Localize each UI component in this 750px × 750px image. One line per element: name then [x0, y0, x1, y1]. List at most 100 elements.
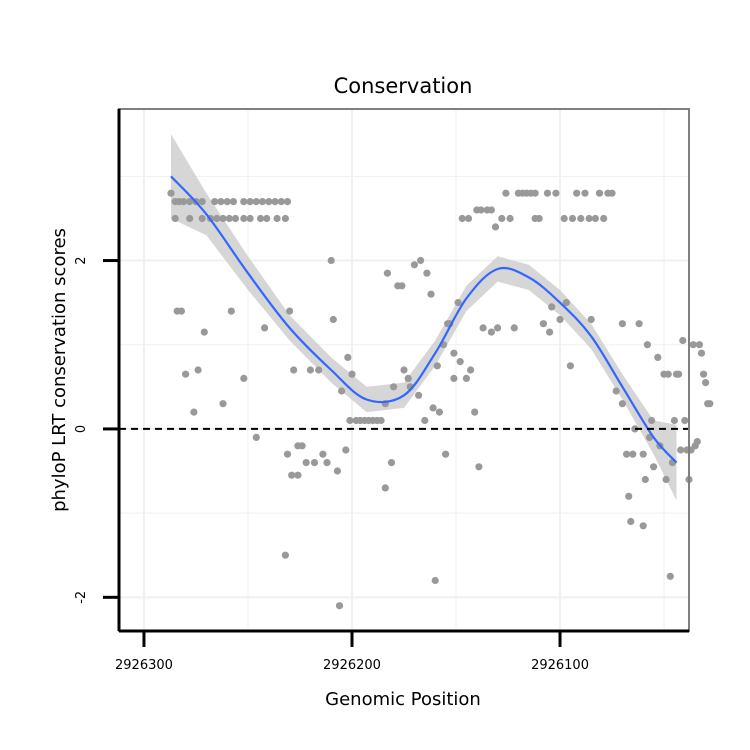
data-point-161 — [648, 416, 656, 425]
data-point-21 — [198, 214, 206, 223]
data-point-37 — [194, 366, 202, 374]
data-point-126 — [535, 214, 543, 223]
data-point-92 — [435, 408, 443, 416]
data-point-147 — [612, 387, 620, 395]
data-point-48 — [288, 471, 296, 479]
data-point-85 — [415, 391, 423, 399]
data-point-173 — [677, 446, 685, 454]
data-point-175 — [681, 416, 689, 425]
data-point-101 — [456, 358, 464, 366]
data-point-19 — [171, 214, 179, 223]
data-point-118 — [506, 214, 514, 223]
data-point-13 — [252, 198, 260, 206]
data-point-62 — [342, 446, 350, 454]
data-point-12 — [246, 198, 254, 206]
smooth-line — [170, 175, 678, 464]
data-point-25 — [225, 214, 233, 223]
data-point-64 — [346, 416, 354, 425]
data-point-11 — [240, 198, 248, 206]
data-point-90 — [429, 404, 437, 412]
data-point-119 — [510, 324, 518, 332]
data-point-42 — [252, 433, 260, 441]
x-axis: 2926300 2926200 2926100 — [115, 629, 689, 673]
data-point-95 — [442, 450, 450, 458]
data-point-141 — [587, 315, 595, 324]
data-point-82 — [404, 374, 412, 382]
data-point-157 — [639, 522, 647, 530]
data-point-24 — [219, 214, 227, 223]
data-point-179 — [689, 341, 697, 349]
data-point-187 — [706, 400, 714, 408]
data-point-54 — [310, 459, 319, 467]
data-point-23 — [213, 214, 221, 223]
data-point-58 — [327, 256, 335, 265]
y-axis: -2 0 2 — [74, 109, 121, 631]
data-point-0 — [167, 189, 175, 197]
data-point-47 — [283, 450, 292, 458]
data-point-52 — [302, 459, 310, 467]
data-point-44 — [286, 307, 294, 315]
data-point-117 — [502, 189, 510, 197]
data-point-100 — [454, 299, 462, 307]
data-point-77 — [387, 459, 396, 467]
data-point-182 — [695, 341, 704, 349]
data-point-112 — [487, 206, 495, 214]
data-point-128 — [543, 189, 552, 197]
data-point-4 — [186, 198, 194, 206]
data-point-144 — [600, 214, 608, 223]
y-axis-label: phyloP LRT conservation scores — [49, 228, 70, 512]
data-point-41 — [240, 374, 248, 382]
data-point-106 — [471, 408, 479, 416]
data-point-84 — [410, 261, 418, 269]
data-point-17 — [277, 198, 285, 206]
data-point-151 — [625, 492, 633, 500]
data-point-76 — [383, 269, 391, 277]
data-point-130 — [548, 303, 556, 311]
data-point-29 — [256, 214, 265, 223]
data-point-51 — [298, 442, 306, 450]
data-point-80 — [398, 282, 406, 290]
grid — [119, 109, 689, 631]
data-point-9 — [223, 198, 231, 206]
data-point-53 — [306, 366, 314, 374]
data-point-3 — [179, 198, 188, 206]
data-point-150 — [623, 450, 631, 458]
data-point-131 — [552, 189, 560, 197]
data-point-184 — [700, 370, 708, 378]
data-point-87 — [421, 416, 429, 425]
x-tick-label-0: 2926300 — [115, 658, 173, 673]
data-point-159 — [643, 341, 652, 349]
data-point-18 — [283, 198, 292, 206]
data-point-124 — [531, 189, 539, 197]
data-point-45 — [281, 551, 289, 559]
data-point-8 — [217, 198, 225, 206]
data-point-102 — [458, 214, 466, 223]
data-point-139 — [581, 189, 589, 197]
data-point-153 — [629, 450, 637, 458]
data-point-59 — [329, 315, 337, 324]
data-point-34 — [177, 307, 185, 315]
data-point-135 — [566, 362, 575, 370]
data-point-170 — [670, 416, 679, 425]
data-point-162 — [650, 463, 658, 471]
data-point-86 — [417, 256, 425, 265]
data-point-148 — [618, 400, 627, 408]
data-point-129 — [546, 328, 554, 336]
data-point-172 — [675, 370, 683, 378]
data-point-32 — [281, 214, 289, 223]
data-point-38 — [200, 328, 208, 336]
data-point-14 — [258, 198, 267, 206]
data-point-89 — [427, 290, 435, 298]
plot-area — [118, 108, 714, 632]
data-point-104 — [464, 214, 473, 223]
data-point-61 — [338, 387, 346, 395]
data-point-28 — [246, 214, 254, 223]
data-point-65 — [348, 370, 356, 378]
data-point-60 — [333, 467, 341, 475]
y-tick-label-2: 2 — [74, 256, 89, 264]
data-point-108 — [475, 463, 483, 471]
data-point-103 — [462, 374, 470, 382]
x-tick-label-1: 2926200 — [323, 658, 381, 673]
data-point-15 — [265, 198, 273, 206]
data-point-99 — [450, 374, 458, 382]
